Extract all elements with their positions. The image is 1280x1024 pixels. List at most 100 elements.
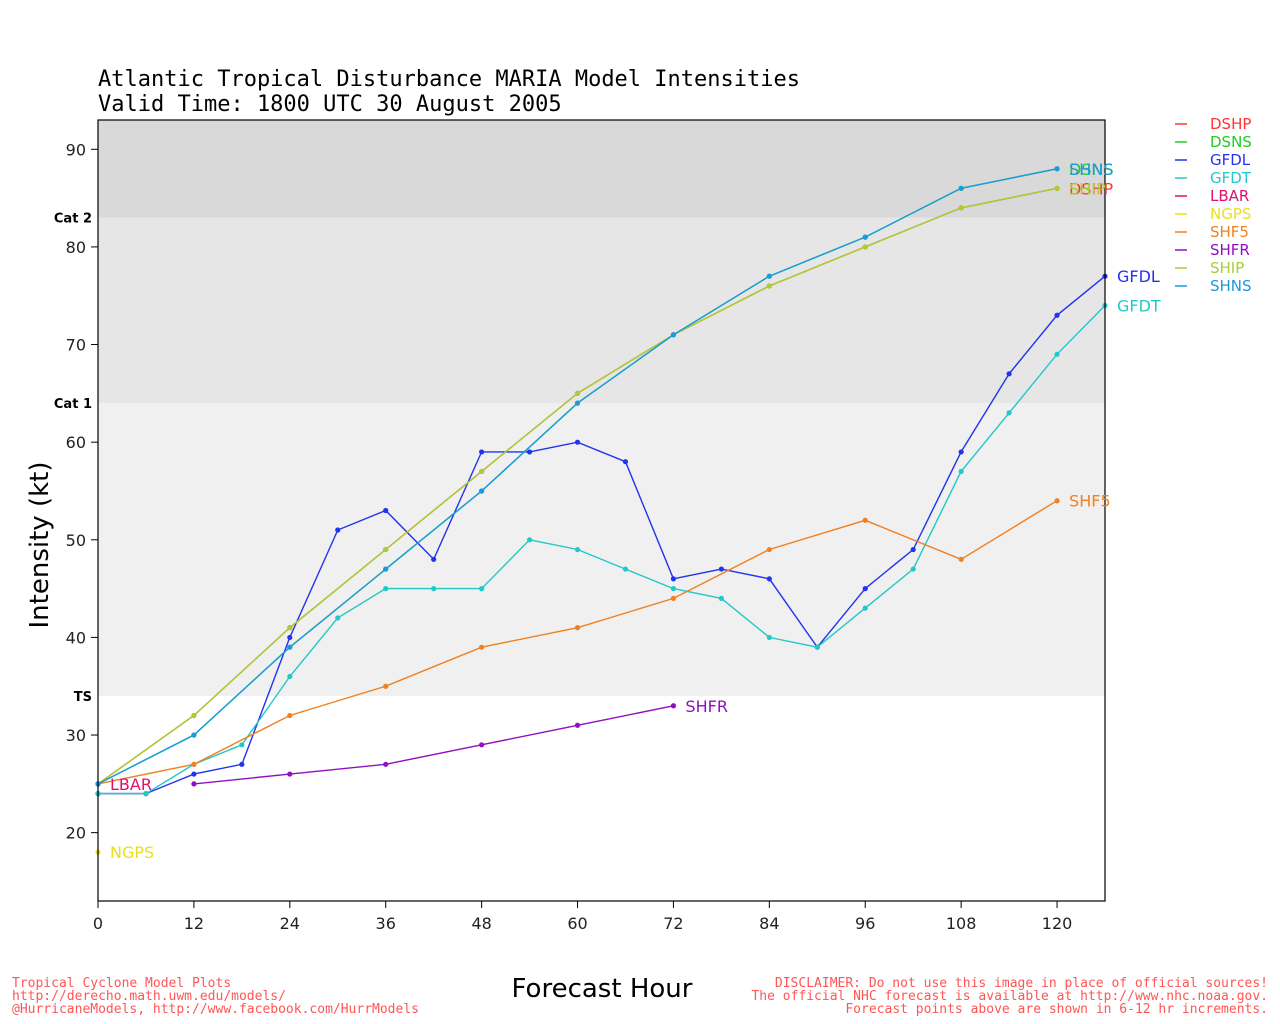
end-label-dshp: DSHP: [1069, 179, 1114, 198]
data-point-gfdt: [143, 791, 149, 797]
data-point-gfdl: [191, 771, 197, 777]
data-point-gfdt: [1006, 410, 1012, 416]
y-tick-label: 40: [66, 628, 86, 647]
data-point-shns: [383, 566, 389, 572]
legend-label: SHFR: [1210, 241, 1250, 259]
legend-label: DSNS: [1210, 133, 1252, 151]
footer-left-line-2: http://derecho.math.uwm.edu/models/: [12, 989, 286, 1004]
series-ship: [95, 185, 1060, 787]
axes: 20 30 40 50 60 70 80 90 0 12 24 36 48 60 72 84 96 108 120: [66, 140, 1073, 933]
data-point-shfr: [191, 781, 197, 787]
data-point-gfdt: [287, 673, 293, 680]
data-point-shfr: [574, 722, 581, 728]
data-point-gfdt: [526, 537, 533, 543]
legend-item-dsns: DSNS: [1175, 133, 1252, 151]
legend-label: SHF5: [1210, 223, 1249, 241]
y-axis-title: Intensity (kt): [25, 462, 55, 629]
data-point-gfdt: [910, 566, 916, 572]
data-point-gfdt: [383, 586, 389, 592]
x-tick-label: 120: [1042, 914, 1073, 933]
chart-title: Atlantic Tropical Disturbance MARIA Mode…: [98, 67, 800, 92]
legend-label: DSHP: [1210, 115, 1251, 133]
data-point-gfdl: [526, 449, 533, 455]
data-point-gfdt: [574, 546, 581, 553]
data-point-gfdl: [574, 439, 581, 445]
data-point-gfdt: [479, 586, 485, 592]
plot-frame: [97, 119, 1106, 902]
legend-item-ship: SHIP: [1175, 259, 1244, 277]
data-point-gfdt: [335, 615, 341, 621]
series-line-shfr: [193, 705, 674, 785]
data-point-ship: [766, 283, 772, 289]
end-label-shfr: SHFR: [685, 697, 728, 716]
data-point-gfdl: [622, 459, 629, 465]
data-point-shfr: [479, 742, 485, 748]
y-tick-label: 80: [66, 238, 86, 257]
data-point-shns: [862, 234, 868, 240]
data-point-shns: [1054, 166, 1060, 172]
data-point-shfr: [287, 771, 293, 777]
data-point-shns: [574, 400, 581, 406]
data-point-shf5: [287, 712, 293, 719]
data-point-ship: [862, 244, 868, 250]
data-point-gfdl: [1006, 371, 1012, 377]
data-point-gfdl: [239, 761, 245, 767]
x-tick-label: 72: [663, 914, 683, 933]
data-point-shf5: [191, 761, 197, 767]
data-point-shns: [958, 185, 964, 191]
data-point-shf5: [574, 625, 581, 631]
series-gfdt: [95, 302, 1108, 797]
data-point-ship: [574, 390, 581, 396]
legend-item-lbar: LBAR: [1175, 187, 1249, 205]
data-point-gfdt: [766, 634, 772, 641]
data-point-gfdl: [670, 576, 677, 582]
band-below-ts: [98, 695, 1105, 901]
data-point-ship: [383, 546, 389, 553]
y-tick-label: 20: [66, 824, 86, 843]
series-shns: [95, 166, 1060, 787]
data-point-gfdl: [718, 566, 724, 572]
data-point-shns: [670, 332, 677, 338]
data-point-gfdl: [958, 449, 964, 455]
x-tick-label: 24: [280, 914, 300, 933]
x-axis-title: Forecast Hour: [512, 974, 693, 1004]
data-point-shf5: [1054, 498, 1060, 504]
data-point-ship: [1054, 185, 1060, 191]
data-point-gfdl: [862, 586, 868, 592]
data-point-gfdt: [718, 595, 724, 601]
data-point-shns: [479, 488, 485, 494]
data-point-shf5: [479, 644, 485, 650]
band-cat-1: [98, 217, 1105, 404]
data-point-gfdt: [670, 586, 677, 592]
x-tick-label: 48: [471, 914, 491, 933]
data-point-shns: [191, 732, 197, 738]
data-point-shfr: [383, 761, 389, 767]
footer-right-line-3: Forecast points above are shown in 6-12 …: [845, 1002, 1268, 1017]
footer-left-line-1: Tropical Cyclone Model Plots: [12, 976, 231, 991]
data-point-shf5: [958, 556, 964, 562]
y-tick-label: 50: [66, 531, 86, 550]
data-point-gfdl: [910, 546, 916, 553]
y-tick-label: 30: [66, 726, 86, 745]
data-point-shfr: [670, 703, 677, 709]
x-tick-label: 36: [376, 914, 396, 933]
legend-item-ngps: NGPS: [1175, 205, 1251, 223]
category-bands: TS Cat 1 Cat 2: [54, 120, 1105, 901]
data-point-gfdt: [239, 742, 245, 748]
data-point-shf5: [766, 546, 772, 553]
legend-item-shns: SHNS: [1175, 277, 1252, 295]
x-tick-label: 0: [93, 914, 103, 933]
data-point-gfdt: [622, 566, 629, 572]
data-point-gfdt: [958, 468, 964, 475]
data-point-ship: [958, 205, 964, 211]
data-point-shns: [287, 644, 293, 650]
data-point-ship: [191, 712, 197, 719]
y-tick-label: 90: [66, 140, 86, 159]
band-label-ts: TS: [74, 690, 92, 705]
y-tick-label: 60: [66, 433, 86, 452]
end-label-lbar: LBAR: [110, 775, 152, 794]
data-point-shf5: [383, 683, 389, 689]
legend-item-shf5: SHF5: [1175, 223, 1249, 241]
end-label-ship: SHIP: [1069, 179, 1106, 198]
